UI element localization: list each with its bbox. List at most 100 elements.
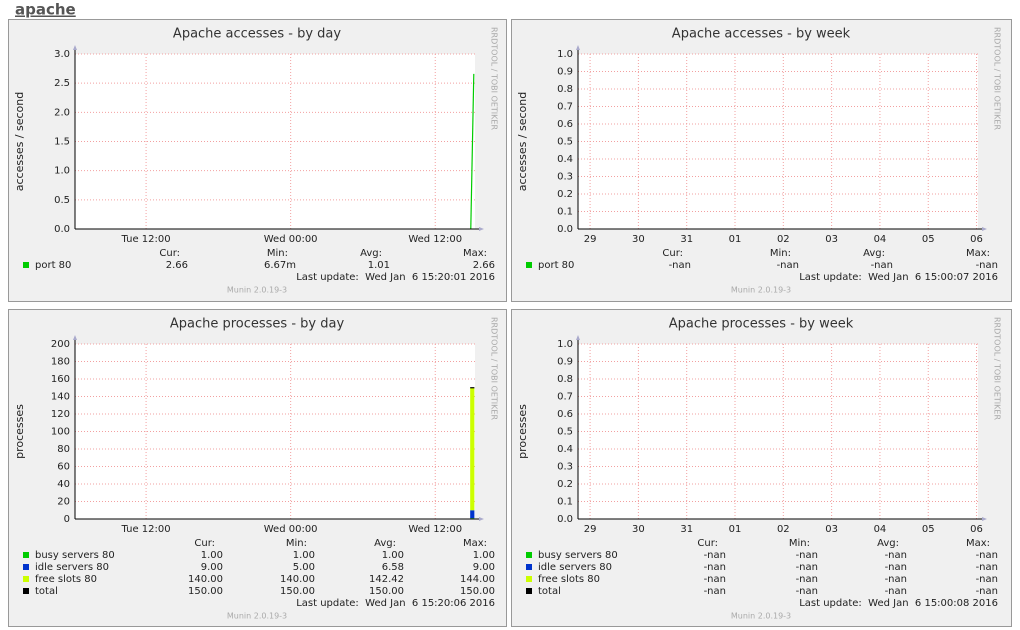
- x-tick-label: 06: [970, 234, 983, 245]
- x-tick-label: 01: [729, 234, 742, 245]
- y-tick-label: 80: [57, 444, 70, 455]
- legend-header: Max:: [966, 248, 990, 259]
- side-text: RRDTOOL / TOBI OETIKER: [993, 317, 1002, 420]
- legend-name: idle servers 80: [35, 562, 109, 573]
- x-tick-label: 30: [632, 524, 645, 535]
- x-tick-label: Wed 12:00: [408, 524, 462, 535]
- legend-stat: 150.00: [460, 586, 495, 597]
- last-update: Last update: Wed Jan 6 15:00:08 2016: [799, 598, 998, 609]
- legend-stat: 144.00: [460, 574, 495, 585]
- legend-stat: 150.00: [188, 586, 223, 597]
- y-tick-label: 0.1: [557, 497, 573, 508]
- y-tick-label: 0.3: [557, 462, 573, 473]
- legend-stat: 6.58: [382, 562, 404, 573]
- legend-header: Max:: [463, 538, 487, 549]
- y-tick-label: 0.9: [557, 67, 573, 78]
- chart-title: Apache processes - by day: [170, 317, 345, 332]
- legend-name: port 80: [35, 260, 71, 271]
- side-text: RRDTOOL / TOBI OETIKER: [490, 317, 499, 420]
- axis-arrow: [479, 517, 484, 521]
- legend-stat: 1.00: [201, 550, 223, 561]
- y-tick-label: 200: [51, 339, 70, 350]
- y-tick-label: 120: [51, 409, 70, 420]
- y-tick-label: 0.0: [557, 514, 573, 525]
- axis-arrow: [576, 45, 580, 50]
- chart-title: Apache processes - by week: [669, 317, 854, 332]
- x-tick-label: 29: [584, 234, 597, 245]
- y-tick-label: 40: [57, 479, 70, 490]
- y-tick-label: 1.0: [54, 166, 70, 177]
- legend-swatch: [23, 564, 29, 570]
- axis-arrow: [73, 335, 77, 340]
- side-text: RRDTOOL / TOBI OETIKER: [993, 27, 1002, 130]
- y-tick-label: 180: [51, 357, 70, 368]
- axis-arrow: [982, 517, 987, 521]
- axis-arrow: [73, 45, 77, 50]
- last-update: Last update: Wed Jan 6 15:20:01 2016: [296, 272, 495, 283]
- axis-arrow: [576, 335, 580, 340]
- legend-stat: 150.00: [280, 586, 315, 597]
- legend-swatch: [526, 552, 532, 558]
- y-axis-label: accesses / second: [516, 92, 529, 192]
- legend-stat: -nan: [976, 574, 998, 585]
- y-axis-label: processes: [13, 404, 26, 459]
- area: [470, 510, 475, 519]
- axis-arrow: [982, 227, 987, 231]
- legend-stat: -nan: [885, 574, 907, 585]
- legend-stat: -nan: [796, 562, 818, 573]
- y-axis-label: processes: [516, 404, 529, 459]
- x-tick-label: 05: [922, 524, 935, 535]
- legend-header: Min:: [286, 538, 307, 549]
- legend-stat: -nan: [669, 260, 691, 271]
- x-tick-label: 01: [729, 524, 742, 535]
- legend-stat: -nan: [976, 562, 998, 573]
- chart-title: Apache accesses - by day: [173, 27, 341, 42]
- axis-arrow: [479, 227, 484, 231]
- y-tick-label: 1.0: [557, 49, 573, 60]
- page-title: apache: [15, 1, 76, 19]
- line: [470, 73, 475, 230]
- y-tick-label: 0.0: [557, 224, 573, 235]
- x-tick-label: 29: [584, 524, 597, 535]
- legend-stat: 1.01: [368, 260, 390, 271]
- y-tick-label: 1.5: [54, 137, 70, 148]
- legend-stat: -nan: [777, 260, 799, 271]
- legend-header: Avg:: [360, 248, 382, 259]
- legend-stat: 140.00: [280, 574, 315, 585]
- y-tick-label: 0.8: [557, 374, 573, 385]
- legend-stat: 1.00: [473, 550, 495, 561]
- y-tick-label: 0.8: [557, 84, 573, 95]
- legend-swatch: [23, 588, 29, 594]
- legend-header: Cur:: [697, 538, 718, 549]
- legend-swatch: [23, 576, 29, 582]
- area: [470, 387, 475, 511]
- x-tick-label: 03: [825, 524, 838, 535]
- y-tick-label: 100: [51, 427, 70, 438]
- legend-header: Avg:: [863, 248, 885, 259]
- legend-stat: -nan: [976, 586, 998, 597]
- legend-stat: -nan: [871, 260, 893, 271]
- y-tick-label: 0.4: [557, 154, 573, 165]
- legend-swatch: [23, 552, 29, 558]
- x-tick-label: Wed 00:00: [264, 234, 318, 245]
- legend-stat: -nan: [796, 550, 818, 561]
- legend-header: Max:: [966, 538, 990, 549]
- legend-name: busy servers 80: [35, 550, 115, 561]
- y-tick-label: 0.5: [557, 137, 573, 148]
- legend-name: busy servers 80: [538, 550, 618, 561]
- legend-stat: -nan: [704, 574, 726, 585]
- legend-swatch: [23, 262, 29, 268]
- y-tick-label: 2.5: [54, 78, 70, 89]
- legend-header: Cur:: [662, 248, 683, 259]
- footer: Munin 2.0.19-3: [731, 286, 791, 295]
- x-tick-label: 30: [632, 234, 645, 245]
- y-tick-label: 0.3: [557, 172, 573, 183]
- legend-stat: 150.00: [369, 586, 404, 597]
- x-tick-label: 31: [680, 524, 693, 535]
- legend-stat: -nan: [885, 562, 907, 573]
- legend-name: total: [538, 586, 561, 597]
- legend-name: free slots 80: [538, 574, 600, 585]
- y-tick-label: 140: [51, 392, 70, 403]
- x-tick-label: 04: [874, 524, 887, 535]
- y-tick-label: 0.4: [557, 444, 573, 455]
